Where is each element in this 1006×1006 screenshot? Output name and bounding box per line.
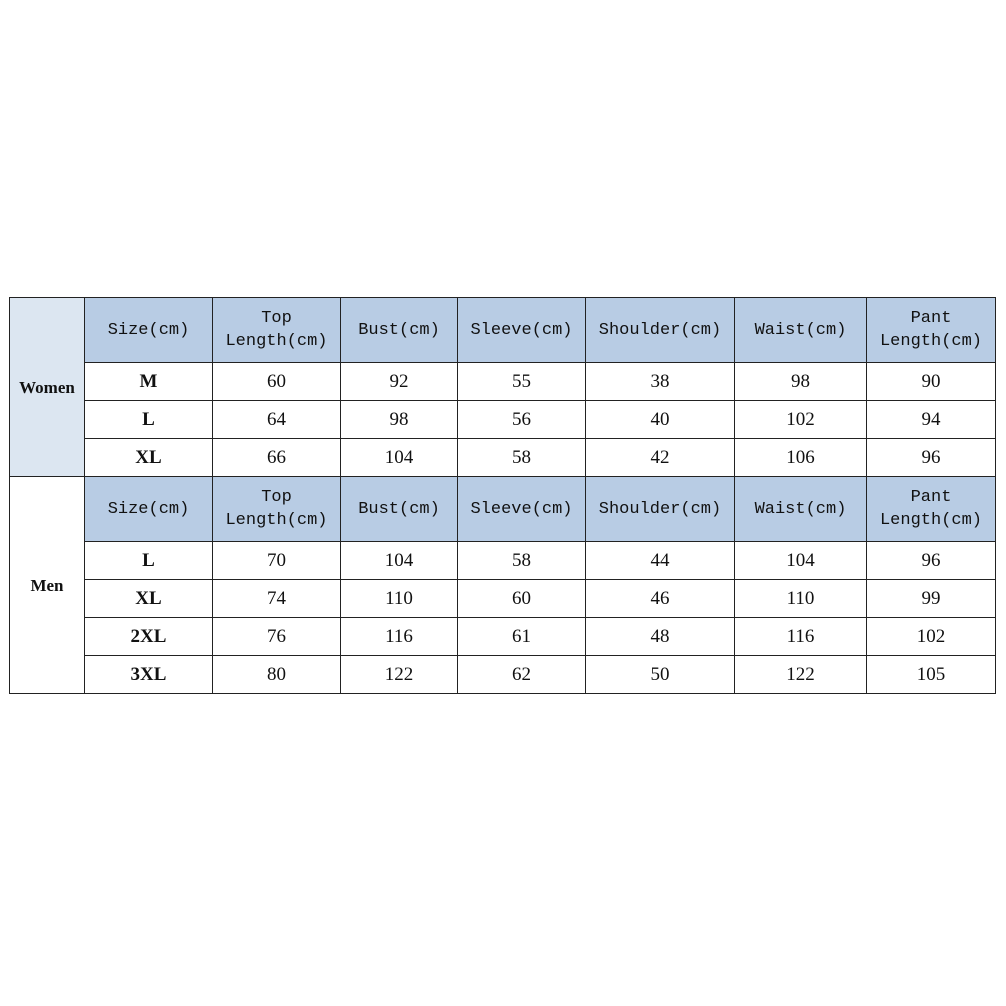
cell-bust: 116 (340, 617, 458, 656)
cell-size: L (84, 400, 213, 439)
header-row: Men Size(cm) Top Length(cm) Bust(cm) Sleeve(… (9, 476, 996, 694)
cell-bust: 110 (340, 579, 458, 618)
cell-sleeve: 62 (457, 655, 586, 694)
size-chart-table: Women Size(cm) Top Length(cm) Bust(cm) Sleev… (9, 297, 996, 694)
table-row: L 64 98 56 40 102 94 (10, 400, 996, 439)
cell-pant-length: 102 (866, 617, 996, 656)
cell-waist: 102 (734, 400, 867, 439)
column-header-bust: Bust(cm) (340, 476, 458, 542)
cell-top-length: 70 (212, 541, 341, 580)
table-row: XL 66 104 58 42 106 96 (10, 438, 996, 477)
table-row: M 60 92 55 38 98 90 (10, 362, 996, 401)
cell-shoulder: 42 (585, 438, 735, 477)
cell-top-length: 64 (212, 400, 341, 439)
group-label-women: Women (9, 297, 85, 477)
column-header-size: Size(cm) (84, 476, 213, 542)
cell-top-length: 66 (212, 438, 341, 477)
column-header-top-length: Top Length(cm) (212, 297, 341, 363)
cell-waist: 98 (734, 362, 867, 401)
cell-shoulder: 44 (585, 541, 735, 580)
cell-top-length: 80 (212, 655, 341, 694)
cell-pant-length: 96 (866, 541, 996, 580)
column-header-waist: Waist(cm) (734, 476, 867, 542)
cell-bust: 122 (340, 655, 458, 694)
cell-size: 2XL (84, 617, 213, 656)
group-label-men: Men (9, 476, 85, 694)
cell-bust: 92 (340, 362, 458, 401)
cell-shoulder: 40 (585, 400, 735, 439)
cell-shoulder: 48 (585, 617, 735, 656)
table-row: 2XL 76 116 61 48 116 102 (10, 617, 996, 656)
cell-bust: 98 (340, 400, 458, 439)
column-header-top-length: Top Length(cm) (212, 476, 341, 542)
cell-sleeve: 58 (457, 541, 586, 580)
cell-pant-length: 90 (866, 362, 996, 401)
cell-sleeve: 56 (457, 400, 586, 439)
table-row: XL 74 110 60 46 110 99 (10, 579, 996, 618)
cell-waist: 122 (734, 655, 867, 694)
column-header-pant-length: Pant Length(cm) (866, 297, 996, 363)
cell-sleeve: 61 (457, 617, 586, 656)
cell-top-length: 74 (212, 579, 341, 618)
cell-pant-length: 94 (866, 400, 996, 439)
cell-waist: 106 (734, 438, 867, 477)
cell-size: XL (84, 438, 213, 477)
cell-size: 3XL (84, 655, 213, 694)
cell-pant-length: 105 (866, 655, 996, 694)
cell-size: XL (84, 579, 213, 618)
cell-waist: 110 (734, 579, 867, 618)
cell-waist: 104 (734, 541, 867, 580)
cell-bust: 104 (340, 541, 458, 580)
column-header-shoulder: Shoulder(cm) (585, 297, 735, 363)
cell-shoulder: 46 (585, 579, 735, 618)
table-row: L 70 104 58 44 104 96 (10, 541, 996, 580)
column-header-bust: Bust(cm) (340, 297, 458, 363)
table-row: 3XL 80 122 62 50 122 105 (10, 655, 996, 694)
cell-pant-length: 99 (866, 579, 996, 618)
cell-size: L (84, 541, 213, 580)
cell-top-length: 76 (212, 617, 341, 656)
column-header-size: Size(cm) (84, 297, 213, 363)
column-header-sleeve: Sleeve(cm) (457, 297, 586, 363)
cell-shoulder: 50 (585, 655, 735, 694)
cell-sleeve: 58 (457, 438, 586, 477)
cell-pant-length: 96 (866, 438, 996, 477)
column-header-pant-length: Pant Length(cm) (866, 476, 996, 542)
column-header-shoulder: Shoulder(cm) (585, 476, 735, 542)
column-header-sleeve: Sleeve(cm) (457, 476, 586, 542)
cell-size: M (84, 362, 213, 401)
cell-bust: 104 (340, 438, 458, 477)
cell-waist: 116 (734, 617, 867, 656)
column-header-waist: Waist(cm) (734, 297, 867, 363)
cell-top-length: 60 (212, 362, 341, 401)
cell-shoulder: 38 (585, 362, 735, 401)
header-row: Women Size(cm) Top Length(cm) Bust(cm) Sleev… (9, 297, 996, 477)
cell-sleeve: 55 (457, 362, 586, 401)
cell-sleeve: 60 (457, 579, 586, 618)
